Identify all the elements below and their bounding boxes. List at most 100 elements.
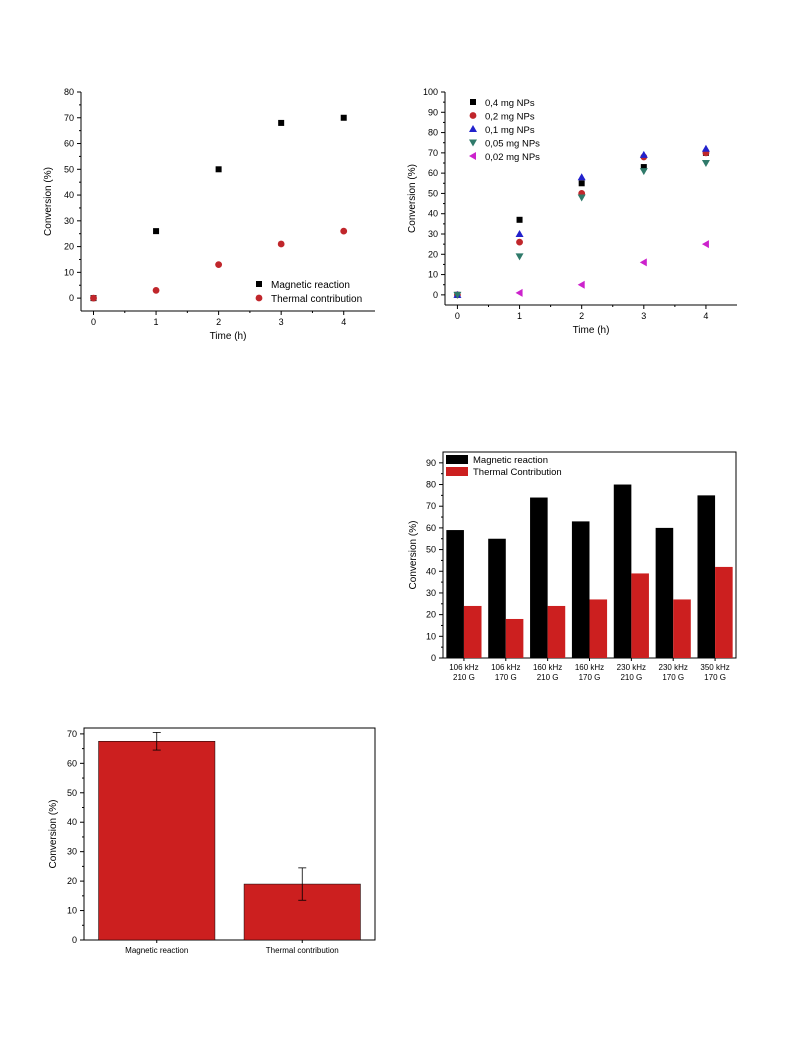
data-point (639, 258, 647, 267)
legend-marker (256, 281, 262, 287)
y-tick-label: 60 (426, 523, 436, 533)
y-tick-label: 20 (428, 249, 438, 259)
data-point (515, 230, 524, 237)
x-tick-label: 350 kHz (700, 663, 729, 672)
data-point (340, 227, 348, 235)
plot-frame (83, 727, 376, 941)
bar (547, 605, 566, 658)
bar (589, 599, 608, 658)
x-tick-label: 2 (579, 311, 584, 321)
x-tick-label: Thermal contribution (266, 946, 339, 955)
legend-marker (255, 294, 263, 302)
bar (613, 484, 632, 658)
x-axis-label: Time (h) (573, 325, 610, 336)
data-point (215, 166, 222, 173)
y-tick-label: 20 (67, 876, 77, 886)
x-tick-label: 3 (279, 317, 284, 327)
data-point (278, 119, 285, 126)
y-tick-label: 20 (426, 610, 436, 620)
y-tick-label: 40 (64, 190, 74, 200)
data-point (90, 294, 97, 302)
x-tick-label: 3 (641, 311, 646, 321)
y-tick-label: 70 (426, 501, 436, 511)
x-tick-label: 210 G (620, 673, 642, 682)
y-tick-label: 50 (428, 188, 438, 198)
data-point (277, 240, 285, 248)
y-tick-label: 80 (428, 128, 438, 138)
x-tick-label: 170 G (495, 673, 517, 682)
x-tick-label: 160 kHz (533, 663, 562, 672)
x-tick-label: 106 kHz (449, 663, 478, 672)
y-tick-label: 10 (426, 631, 436, 641)
data-point (577, 173, 586, 181)
chart-conversion-vs-time: 0 10 20 30 40 50 60 70 80 Conversion (%) 0 1 2 3 4 Time… (43, 87, 375, 342)
x-tick-label: 170 G (662, 673, 684, 682)
y-tick-label: 40 (428, 209, 438, 219)
x-tick-label: 106 kHz (491, 663, 520, 672)
data-point (577, 280, 585, 289)
y-tick-label: 10 (428, 270, 438, 280)
legend-label: 0,05 mg NPs (485, 139, 540, 150)
data-point (152, 286, 160, 294)
y-tick-label: 50 (67, 788, 77, 798)
x-tick-label: 210 G (453, 673, 475, 682)
data-point (578, 180, 585, 187)
y-tick-label: 90 (426, 458, 436, 468)
y-tick-label: 30 (67, 847, 77, 857)
legend-label: Thermal contribution (271, 294, 362, 305)
legend-marker (469, 112, 477, 119)
x-tick-label: 0 (455, 311, 460, 321)
data-point (640, 164, 647, 171)
y-tick-label: 70 (67, 729, 77, 739)
x-tick-label: 170 G (579, 673, 601, 682)
y-tick-label: 40 (67, 817, 77, 827)
bar (697, 495, 716, 658)
x-tick-label: 160 kHz (575, 663, 604, 672)
y-tick-label: 10 (64, 267, 74, 277)
y-tick-label: 80 (426, 480, 436, 490)
legend-label: Magnetic reaction (271, 280, 350, 291)
y-tick-label: 50 (64, 164, 74, 174)
legend-label: 0,4 mg NPs (485, 98, 535, 109)
y-tick-label: 50 (426, 545, 436, 555)
data-point (453, 291, 462, 299)
bar (655, 527, 674, 658)
y-tick-label: 0 (72, 935, 77, 945)
bar (488, 538, 506, 658)
y-tick-label: 10 (67, 906, 77, 916)
bar (715, 566, 733, 658)
y-tick-label: 0 (433, 290, 438, 300)
bar (530, 497, 548, 658)
x-tick-label: 1 (517, 311, 522, 321)
x-tick-label: Magnetic reaction (125, 946, 188, 955)
y-tick-label: 0 (431, 653, 436, 663)
y-tick-label: 80 (64, 87, 74, 97)
y-tick-label: 100 (423, 87, 438, 97)
x-tick-label: 230 kHz (617, 663, 646, 672)
y-tick-label: 60 (428, 168, 438, 178)
y-tick-label: 60 (67, 758, 77, 768)
y-tick-label: 90 (428, 107, 438, 117)
legend-label: 0,2 mg NPs (485, 112, 535, 123)
legend-marker (470, 99, 476, 105)
bar (673, 599, 691, 658)
y-tick-label: 70 (64, 113, 74, 123)
data-point (701, 160, 710, 167)
data-point (516, 216, 523, 223)
data-point (516, 238, 523, 246)
legend-label: Magnetic reaction (473, 455, 548, 466)
y-axis-label: Conversion (%) (407, 164, 418, 233)
y-tick-label: 70 (428, 148, 438, 158)
bar (571, 521, 590, 658)
legend-label: 0,1 mg NPs (485, 125, 535, 136)
chart-conversion-vs-time-np-amount: 0 10 20 30 40 50 60 70 80 90 100 Conversion (%) 0 1 2 3… (407, 87, 737, 336)
legend-swatch (446, 455, 468, 464)
bar (463, 605, 482, 658)
x-tick-label: 230 kHz (659, 663, 688, 672)
bar (98, 741, 216, 941)
data-point (515, 253, 524, 261)
x-tick-label: 2 (216, 317, 221, 327)
x-tick-label: 4 (703, 311, 708, 321)
x-tick-label: 1 (154, 317, 159, 327)
